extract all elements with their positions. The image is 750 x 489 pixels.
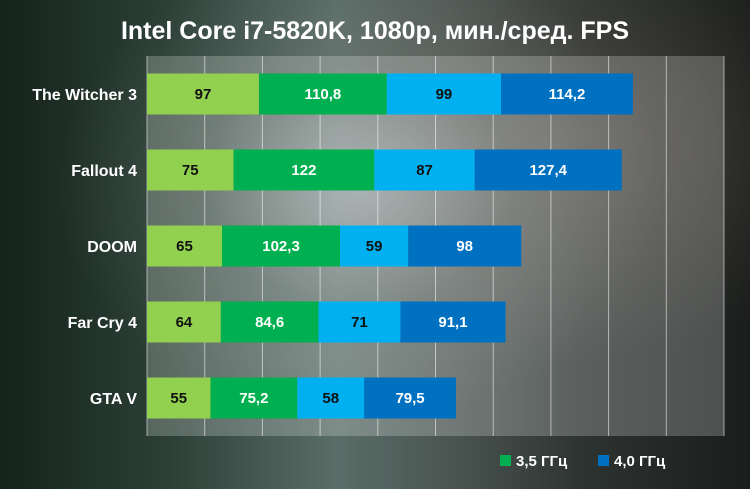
- bar-segment: [210, 377, 298, 419]
- data-label: 58: [322, 390, 339, 407]
- bar-segment: [374, 149, 475, 191]
- bar-segment: [386, 73, 502, 115]
- category-label: The Witcher 3: [32, 87, 137, 104]
- chart-title: Intel Core i7-5820K, 1080p, мин./сред. F…: [121, 17, 629, 45]
- bar-segment: [147, 301, 221, 343]
- category-label: Far Cry 4: [68, 315, 137, 332]
- data-label: 59: [366, 238, 383, 255]
- data-label: 114,2: [549, 86, 586, 103]
- data-label: 64: [176, 314, 193, 331]
- bar-segment: [474, 149, 622, 191]
- bar-segment: [233, 149, 375, 191]
- data-label: 84,6: [255, 314, 284, 331]
- bar-segment: [147, 225, 223, 267]
- bar-segment: [364, 377, 456, 419]
- data-label: 97: [195, 86, 212, 103]
- bar-segment: [147, 377, 211, 419]
- data-label: 110,8: [305, 86, 342, 103]
- bar-segment: [400, 301, 506, 343]
- category-label: DOOM: [87, 239, 137, 256]
- bars: [147, 73, 633, 419]
- legend-swatch: [598, 455, 609, 466]
- legend-label: 3,5 ГГц: [516, 453, 568, 470]
- category-label: GTA V: [90, 391, 137, 408]
- data-label: 98: [456, 238, 473, 255]
- data-label: 87: [416, 162, 433, 179]
- data-label: 75: [182, 162, 199, 179]
- bar-segment: [501, 73, 633, 115]
- bar-segment: [222, 225, 341, 267]
- bar-segment: [408, 225, 522, 267]
- legend-label: 4,0 ГГц: [614, 453, 666, 470]
- legend-swatch: [500, 455, 511, 466]
- bar-segment: [220, 301, 319, 343]
- data-label: 71: [351, 314, 368, 331]
- category-labels: The Witcher 3 Fallout 4 DOOM Far Cry 4 GTA V: [32, 87, 137, 408]
- value-labels: 97 110,8 99 114,2 75 122 87 127,4 65 102,3 59 98 64 8…: [170, 86, 585, 407]
- data-label: 55: [170, 390, 187, 407]
- data-label: 99: [436, 86, 453, 103]
- bar-segment: [258, 73, 387, 115]
- data-label: 91,1: [438, 314, 467, 331]
- data-label: 102,3: [262, 238, 300, 255]
- bar-segment: [147, 73, 259, 115]
- bar-segment: [297, 377, 365, 419]
- category-label: Fallout 4: [71, 163, 137, 180]
- bar-segment: [340, 225, 409, 267]
- legend: 3,5 ГГц 4,0 ГГц: [500, 453, 666, 470]
- bar-segment: [147, 149, 234, 191]
- bar-segment: [318, 301, 401, 343]
- data-label: 75,2: [239, 390, 268, 407]
- data-label: 122: [291, 162, 316, 179]
- data-label: 65: [176, 238, 193, 255]
- data-label: 127,4: [529, 162, 567, 179]
- data-label: 79,5: [395, 390, 424, 407]
